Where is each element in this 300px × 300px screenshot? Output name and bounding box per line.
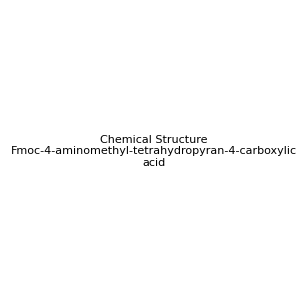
Text: Chemical Structure
Fmoc-4-aminomethyl-tetrahydropyran-4-carboxylic acid: Chemical Structure Fmoc-4-aminomethyl-te… xyxy=(11,135,297,168)
